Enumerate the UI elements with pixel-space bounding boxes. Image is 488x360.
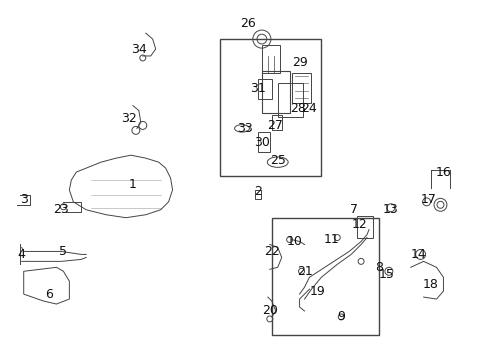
Bar xyxy=(356,216,372,238)
Text: 14: 14 xyxy=(410,248,426,261)
Text: 32: 32 xyxy=(121,112,137,125)
Bar xyxy=(254,190,260,199)
Text: 26: 26 xyxy=(240,17,255,30)
Text: 34: 34 xyxy=(131,42,146,55)
Bar xyxy=(262,71,289,113)
Text: 27: 27 xyxy=(266,119,282,132)
Text: 7: 7 xyxy=(349,203,357,216)
Text: 19: 19 xyxy=(309,285,325,298)
Text: 8: 8 xyxy=(374,261,382,274)
Text: 11: 11 xyxy=(323,233,339,246)
Bar xyxy=(271,114,281,130)
Text: 16: 16 xyxy=(435,166,450,179)
Text: 1: 1 xyxy=(129,179,137,192)
Bar xyxy=(271,218,378,335)
Bar xyxy=(291,73,311,103)
Bar xyxy=(262,45,279,73)
Text: 2: 2 xyxy=(253,185,261,198)
Text: 17: 17 xyxy=(420,193,436,206)
Text: 15: 15 xyxy=(378,268,394,281)
Text: 12: 12 xyxy=(350,218,366,231)
Bar xyxy=(257,132,269,152)
Bar xyxy=(257,79,271,99)
Text: 21: 21 xyxy=(296,265,312,278)
Text: 25: 25 xyxy=(269,154,285,167)
Text: 24: 24 xyxy=(301,102,317,115)
Text: 10: 10 xyxy=(286,235,302,248)
Text: 31: 31 xyxy=(249,82,265,95)
Text: 30: 30 xyxy=(253,136,269,149)
Text: 6: 6 xyxy=(45,288,53,301)
Text: 3: 3 xyxy=(20,193,28,206)
Text: 22: 22 xyxy=(264,245,279,258)
Text: 29: 29 xyxy=(291,57,307,69)
Text: 13: 13 xyxy=(382,203,398,216)
Text: 20: 20 xyxy=(262,305,277,318)
Text: 28: 28 xyxy=(289,102,305,115)
Text: 33: 33 xyxy=(237,122,252,135)
Bar xyxy=(220,39,321,176)
Bar xyxy=(277,83,302,117)
Text: 23: 23 xyxy=(54,203,69,216)
Text: 9: 9 xyxy=(337,310,345,323)
Text: 18: 18 xyxy=(422,278,438,291)
Text: 4: 4 xyxy=(18,248,25,261)
Text: 5: 5 xyxy=(59,245,67,258)
